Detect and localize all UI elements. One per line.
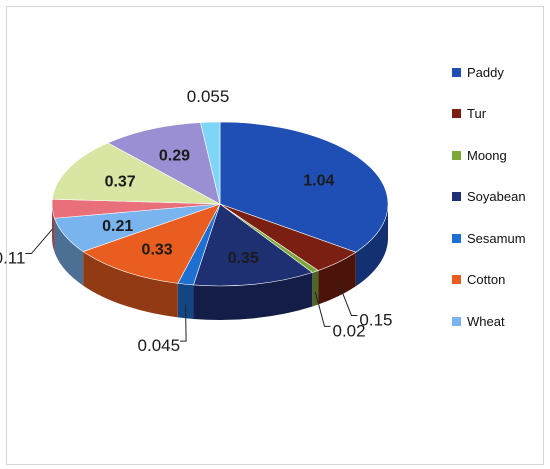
pie-side-wheat <box>54 218 84 286</box>
legend-label-cotton: Cotton <box>467 272 506 287</box>
legend-swatch-cotton <box>452 275 461 284</box>
data-label-slice-8: 0.11 <box>0 249 25 268</box>
legend-swatch-sesamum <box>452 233 461 243</box>
data-label-paddy: 1.04 <box>303 172 334 189</box>
pie-side-sesamum <box>177 283 194 319</box>
legend-swatch-paddy <box>452 67 461 77</box>
legend-label-wheat: Wheat <box>467 313 505 329</box>
legend-label-moong: Moong <box>467 147 507 163</box>
data-labels: 1.04 0.150.02 0.35 0.045 0.33 0.21 0.11 0.37 0.2… <box>0 87 393 355</box>
data-label-slice-9: 0.37 <box>105 173 136 190</box>
legend-label-paddy: Paddy <box>467 64 504 80</box>
data-label-sesamum: 0.045 <box>138 336 181 355</box>
legend-swatch-tur <box>452 109 461 118</box>
legend-swatch-moong <box>452 150 461 160</box>
leader-line-tur <box>338 282 358 316</box>
pie-tops <box>51 121 389 287</box>
leader-line-moong <box>314 291 331 327</box>
pie-side-paddy <box>355 204 388 287</box>
pie-slice-slice-10 <box>107 122 221 205</box>
legend: Paddy Tur Moong Soyabean Sesamum Cotton … <box>452 62 547 353</box>
data-label-tur: 0.15 <box>359 310 392 329</box>
data-label-cotton: 0.33 <box>142 242 173 259</box>
pie-slice-slice-9 <box>51 142 221 205</box>
pie-slice-soyabean <box>193 203 313 287</box>
pie-side-tur <box>318 252 356 305</box>
leader-line-sesamum <box>180 304 187 342</box>
legend-item-wheat: Wheat <box>452 311 547 331</box>
legend-label-sesamum: Sesamum <box>467 230 526 246</box>
pie-slice-slice-11 <box>200 121 221 205</box>
data-label-wheat: 0.21 <box>102 218 133 235</box>
legend-label-tur: Tur <box>467 106 487 121</box>
data-label-slice-10: 0.29 <box>159 148 190 165</box>
legend-item-tur: Tur <box>452 104 547 124</box>
legend-swatch-soyabean <box>452 192 461 201</box>
pie-side-cotton <box>83 251 178 318</box>
leader-line-slice-8 <box>25 228 53 255</box>
legend-swatch-wheat <box>452 316 461 326</box>
legend-label-soyabean: Soyabean <box>467 189 526 204</box>
legend-item-paddy: Paddy <box>452 62 547 82</box>
pie-slice-paddy <box>219 121 389 253</box>
data-label-slice-11: 0.055 <box>187 87 230 106</box>
pie-sides <box>52 204 388 321</box>
pie-slice-cotton <box>82 203 221 284</box>
pie-side-slice-8 <box>52 204 55 253</box>
legend-item-cotton: Cotton <box>452 270 547 290</box>
data-label-moong: 0.02 <box>333 321 366 340</box>
data-label-soyabean: 0.35 <box>228 250 259 267</box>
legend-item-soyabean: Soyabean <box>452 187 547 207</box>
pie-side-soyabean <box>193 272 313 321</box>
legend-item-sesamum: Sesamum <box>452 228 547 248</box>
legend-item-moong: Moong <box>452 145 547 165</box>
leader-lines <box>25 228 358 342</box>
